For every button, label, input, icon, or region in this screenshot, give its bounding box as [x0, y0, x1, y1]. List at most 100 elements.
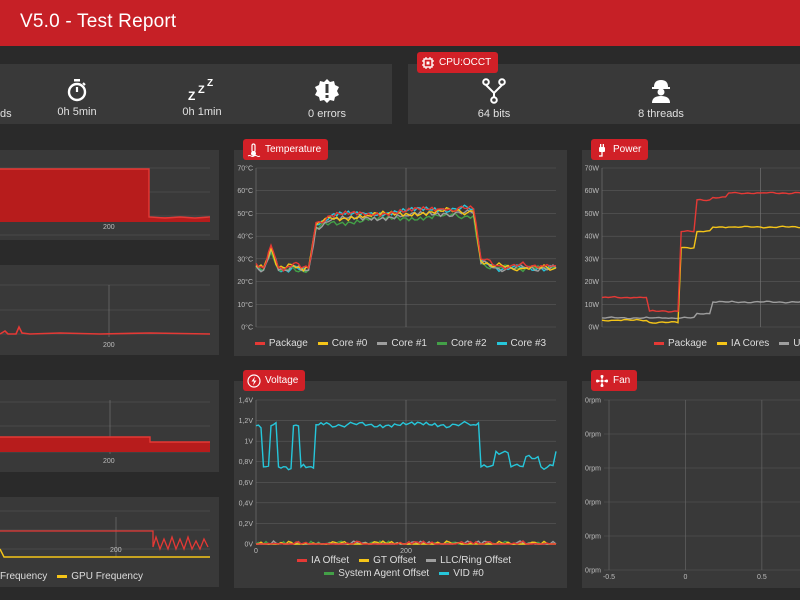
cpu-chip-icon	[422, 56, 434, 69]
temperature-panel: 70°C60°C50°C40°C30°C20°C10°C0°C0200 Pack…	[234, 150, 567, 356]
legend-item: Core #0	[317, 338, 367, 349]
legend-swatch	[254, 342, 265, 345]
left-panel-3: 200	[0, 380, 219, 472]
x-tick-label: 0	[254, 548, 258, 553]
y-tick-label: 60W	[585, 188, 600, 195]
legend-label: VID #0	[453, 568, 484, 579]
frequency-area	[0, 169, 210, 222]
threads-stat: 8 threads	[606, 78, 716, 120]
legend-item: VID #0	[439, 568, 484, 579]
legend-label: Core #1	[391, 338, 427, 349]
legend-label: Package	[668, 338, 707, 349]
y-tick-label: 0°C	[241, 324, 253, 331]
voltage-tag-label: Voltage	[265, 375, 299, 386]
temperature-legend: Package Core #0 Core #1 Core #2 Core #3	[234, 338, 567, 349]
power-legend: Package IA Cores Uncore	[654, 338, 800, 349]
y-tick-label: 0rpm	[585, 534, 601, 541]
legend-label: Core #3	[510, 338, 547, 349]
legend-swatch	[654, 342, 664, 345]
usage-line	[0, 325, 211, 335]
legend-swatch	[426, 559, 437, 562]
series-ia-cores-line	[601, 225, 800, 324]
legend-label: Uncore	[793, 338, 800, 349]
y-tick-label: 1,4V	[239, 398, 254, 405]
cpu-summary-panel: 64 bits 8 threads	[408, 64, 800, 124]
power-plot: 70W60W50W40W30W20W10W0W0200	[585, 166, 800, 331]
legend-swatch	[359, 559, 370, 562]
y-tick-label: 30°C	[237, 255, 253, 263]
page-title: V5.0 - Test Report	[20, 11, 177, 32]
y-tick-label: 1V	[244, 439, 253, 446]
voltage-tag: Voltage	[243, 370, 306, 391]
legend-label: IA Cores	[730, 338, 770, 349]
x-tick-label: 200	[103, 224, 115, 231]
y-tick-label: 20W	[585, 279, 600, 286]
branch-icon	[482, 78, 506, 104]
left-chart-1	[0, 167, 211, 236]
y-tick-label: 0,2V	[239, 521, 254, 528]
series-ia-offset-line	[256, 540, 556, 545]
series-core-1-line	[255, 209, 557, 273]
app-header: V5.0 - Test Report	[0, 0, 800, 46]
legend-label: LLC/Ring Offset	[440, 555, 512, 566]
errors-stat: 0 errors	[272, 78, 382, 120]
errors-label: 0 errors	[308, 108, 346, 120]
temperature-tag: Temperature	[243, 139, 329, 160]
series-package-line	[601, 191, 800, 313]
left-panel-2: 200	[0, 265, 219, 355]
legend-item: GT Offset	[359, 555, 416, 566]
svg-text:Z: Z	[198, 84, 205, 96]
voltage-plot: 1,4V 1,2V 1V 0,8V 0,6V 0,4V 0,2V 0V0 200	[239, 398, 557, 553]
load-line	[0, 436, 210, 443]
legend-swatch	[377, 342, 388, 345]
summary-panel: ds 0h 5min Z Z Z 0h 1min 0 errors	[0, 64, 392, 124]
y-tick-label: 0rpm	[585, 432, 601, 439]
bits-stat: 64 bits	[439, 78, 549, 120]
y-tick-label: 0rpm	[585, 398, 601, 405]
legend-item: Core #1	[377, 338, 427, 349]
legend-item: LLC/Ring Offset	[426, 555, 511, 566]
y-tick-label: 70W	[585, 166, 600, 173]
lightning-icon	[247, 373, 261, 388]
x-tick-label: 200	[103, 342, 115, 349]
thermometer-icon	[247, 142, 261, 157]
left-chart-2	[0, 284, 211, 337]
y-tick-label: 0,8V	[239, 459, 254, 466]
x-tick-label: 0	[683, 574, 687, 581]
x-tick-label: -0.5	[603, 574, 615, 581]
legend-item: GPU Frequency	[57, 571, 143, 582]
fan-icon	[596, 374, 608, 387]
left-chart-4	[0, 510, 210, 558]
legend-swatch	[779, 342, 790, 345]
x-tick-label: 200	[400, 548, 412, 553]
duration-stat: 0h 5min	[22, 78, 132, 118]
y-tick-label: 0rpm	[585, 500, 601, 507]
cpu-occt-tag: CPU:OCCT	[417, 52, 499, 73]
load-area	[0, 437, 210, 452]
y-tick-label: 30W	[585, 256, 600, 263]
y-tick-label: 50W	[585, 211, 600, 218]
legend-item: Core #3	[496, 338, 547, 349]
svg-text:Z: Z	[188, 89, 195, 102]
y-tick-label: 60°C	[237, 187, 253, 195]
y-tick-label: 0,4V	[239, 500, 254, 507]
duration-label: 0h 5min	[57, 106, 97, 118]
legend-label: Package	[268, 338, 308, 349]
y-tick-label: 10°C	[237, 301, 253, 309]
frequency-line	[0, 168, 211, 219]
gpu-frequency-line	[0, 548, 210, 558]
voltage-chart: 1,4V 1,2V 1V 0,8V 0,6V 0,4V 0,2V 0V 0 200	[234, 381, 567, 553]
legend-swatch	[296, 559, 307, 562]
legend-swatch	[436, 342, 447, 345]
fan-tag: Fan	[591, 370, 638, 391]
plug-icon	[599, 143, 605, 157]
y-tick-label: 10W	[585, 302, 600, 309]
y-tick-label: 0W	[589, 325, 600, 331]
voltage-panel: 1,4V 1,2V 1V 0,8V 0,6V 0,4V 0,2V 0V 0 200 IA Offs…	[234, 381, 567, 588]
legend-item: Core #2	[436, 338, 487, 349]
left-panel-1: 200	[0, 150, 219, 240]
fan-chart: 0rpm 0rpm 0rpm 0rpm 0rpm 0rpm -0.5 0 0.5	[582, 381, 800, 588]
sleep-icon: Z Z Z	[188, 78, 213, 102]
idle-stat: Z Z Z 0h 1min	[147, 78, 257, 118]
